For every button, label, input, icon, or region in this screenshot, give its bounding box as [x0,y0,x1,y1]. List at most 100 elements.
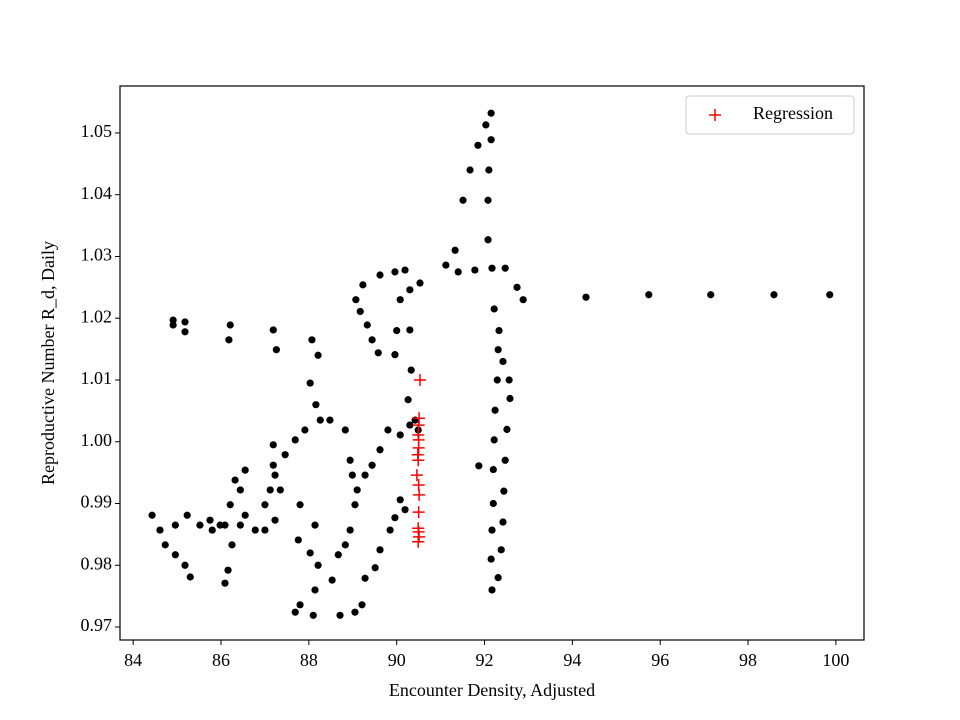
point [309,611,317,619]
point [416,279,424,287]
point [281,451,289,459]
point [272,346,280,354]
point [466,166,474,174]
point [494,346,502,354]
point [451,246,459,254]
point [391,514,399,522]
point [474,141,482,149]
point [296,601,304,609]
point [503,425,511,433]
point [501,264,509,272]
point [406,326,414,334]
point [519,296,527,304]
point [226,321,234,329]
point [826,291,834,299]
point [186,573,194,581]
point [269,326,277,334]
point [269,441,277,449]
plus-marker [412,506,425,519]
point [346,526,354,534]
point [490,436,498,444]
point [491,406,499,414]
point [271,471,279,479]
point [341,426,349,434]
point [224,566,232,574]
point [346,456,354,464]
point [368,461,376,469]
point [169,316,177,324]
point [196,521,204,529]
x-tick-label: 86 [212,650,230,670]
point [276,486,284,494]
point [148,511,156,519]
plus-marker [412,441,425,454]
x-tick-label: 98 [739,650,757,670]
point [156,526,164,534]
point [348,471,356,479]
point [471,266,479,274]
plus-marker [413,530,426,543]
point [494,574,502,582]
x-tick-label: 92 [476,650,494,670]
y-tick-label: 1.00 [81,430,113,450]
point [489,465,497,474]
legend-marker [709,109,721,121]
point [374,349,382,357]
point [228,541,236,549]
point [475,462,483,470]
point [291,608,299,616]
point [236,521,244,529]
point [236,486,244,494]
point [306,379,314,387]
point [311,586,319,594]
plot-frame [119,85,865,641]
point [306,549,314,557]
point [351,501,359,509]
point [376,546,384,554]
point [221,579,229,587]
point [396,496,404,504]
point [487,555,495,563]
point [171,521,179,529]
point [489,499,497,508]
point [169,321,177,329]
point [296,501,304,509]
point [368,336,376,344]
point [501,456,509,464]
point [181,318,189,326]
point [376,271,384,279]
x-tick-label: 90 [388,650,406,670]
point [352,296,360,304]
y-tick-label: 1.05 [81,121,113,141]
point [384,426,392,434]
point [401,506,409,514]
point [314,561,322,569]
y-tick-label: 1.04 [81,183,113,203]
point [361,471,369,479]
point [261,526,269,534]
plus-marker [413,373,426,386]
point [251,526,259,534]
x-tick-label: 100 [822,650,849,670]
point [406,421,414,429]
point [487,136,495,144]
point [499,357,507,366]
point [359,281,367,289]
point [356,307,364,316]
point [401,266,409,274]
point [391,351,399,359]
point [261,501,269,509]
point [271,516,279,524]
point [312,401,320,409]
x-tick-label: 88 [300,650,318,670]
point [485,166,493,174]
y-tick-label: 0.98 [81,553,113,573]
point [341,541,349,549]
x-axis-label: Encounter Density, Adjusted [389,680,595,700]
point [490,305,498,313]
y-tick-label: 1.03 [81,245,113,265]
point [208,526,216,534]
point [316,416,324,424]
point [328,576,336,584]
